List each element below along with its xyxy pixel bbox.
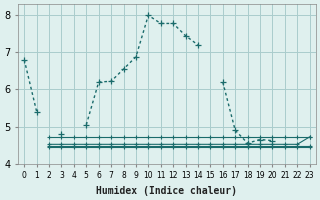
X-axis label: Humidex (Indice chaleur): Humidex (Indice chaleur) [96,186,237,196]
